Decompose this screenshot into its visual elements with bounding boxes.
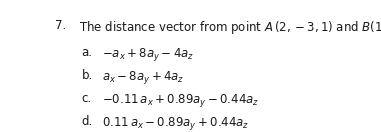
Text: The distance vector from point $A\,(2,-3,1)$ and $B(1,5,-3)$: The distance vector from point $A\,(2,-3… [78, 19, 381, 36]
Text: $a_x - 8a_y + 4a_z$: $a_x - 8a_y + 4a_z$ [102, 69, 184, 86]
Text: 7.: 7. [55, 19, 66, 32]
Text: $-a_x + 8a_y - 4a_z$: $-a_x + 8a_y - 4a_z$ [102, 46, 194, 63]
Text: a.: a. [82, 46, 93, 59]
Text: $0.11\,a_x - 0.89a_y + 0.44a_z$: $0.11\,a_x - 0.89a_y + 0.44a_z$ [102, 115, 250, 132]
Text: $-0.11\,a_x + 0.89a_y - 0.44a_z$: $-0.11\,a_x + 0.89a_y - 0.44a_z$ [102, 92, 259, 109]
Text: b.: b. [82, 69, 93, 82]
Text: d.: d. [82, 115, 93, 128]
Text: c.: c. [82, 92, 92, 105]
